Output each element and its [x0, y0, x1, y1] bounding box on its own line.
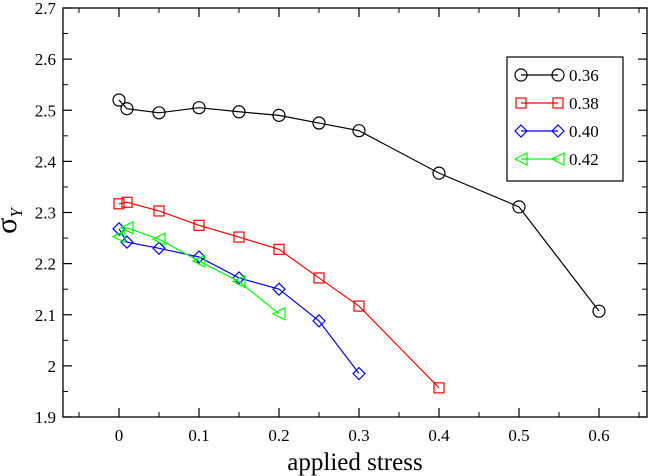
- data-point: [353, 300, 365, 312]
- data-point: [111, 229, 126, 244]
- x-tick-label: 0: [115, 426, 124, 445]
- data-point: [312, 314, 326, 328]
- x-axis-title: applied stress: [287, 449, 422, 476]
- data-point: [192, 250, 206, 264]
- data-point: [272, 282, 286, 297]
- data-point: [313, 272, 325, 284]
- data-point: [119, 220, 134, 235]
- y-tick-label: 2.7: [35, 0, 57, 18]
- data-point: [352, 124, 366, 138]
- series-line: [118, 227, 280, 315]
- data-point: [432, 166, 446, 180]
- legend-marker: [550, 152, 565, 166]
- data-point: [113, 198, 125, 210]
- data-point: [192, 101, 206, 115]
- data-point: [592, 304, 606, 318]
- series-line: [118, 201, 440, 389]
- legend-label: 0.40: [569, 122, 599, 141]
- x-tick-label: 0.4: [428, 426, 450, 445]
- y-tick-label: 2.2: [35, 255, 56, 274]
- data-point: [352, 366, 366, 381]
- y-axis-subscript: Y: [7, 207, 26, 218]
- axis-ticks: 0 0.1 0.2 0.3 0.4 0.5 0.6 1.9 2 2.1 2.2 2.3 2.4 2.5 2.…: [35, 0, 647, 445]
- data-point: [512, 200, 526, 214]
- y-axis-title: σY: [0, 207, 26, 234]
- data-point: [151, 232, 166, 247]
- legend-marker: [513, 152, 528, 166]
- legend-marker: [515, 97, 527, 109]
- y-tick-label: 2.6: [35, 50, 56, 69]
- data-point: [120, 235, 134, 250]
- x-tick-label: 0.5: [508, 426, 529, 445]
- data-point: [232, 105, 246, 119]
- series-0.40: [112, 222, 366, 381]
- y-tick-label: 1.9: [35, 408, 56, 427]
- data-point: [193, 219, 205, 231]
- series-group: [111, 93, 606, 394]
- x-tick-label: 0.2: [268, 426, 289, 445]
- legend: 0.36 0.38 0.40 0.42: [506, 56, 624, 182]
- series-0.36: [112, 93, 606, 318]
- y-tick-label: 2.3: [35, 204, 56, 223]
- series-0.42: [111, 220, 286, 321]
- data-point: [120, 102, 134, 116]
- data-point: [153, 205, 165, 217]
- y-tick-label: 2.1: [35, 306, 56, 325]
- x-tick-label: 0.6: [588, 426, 609, 445]
- legend-marker: [552, 97, 564, 109]
- legend-marker: [551, 124, 565, 138]
- data-point: [191, 254, 206, 269]
- data-point: [272, 108, 286, 122]
- data-point: [233, 231, 245, 243]
- data-point: [273, 243, 285, 255]
- x-tick-label: 0.1: [188, 426, 209, 445]
- data-point: [112, 93, 126, 107]
- data-point: [121, 196, 133, 208]
- data-point: [152, 241, 166, 256]
- legend-marker: [551, 68, 565, 82]
- data-point: [433, 382, 445, 394]
- legend-label: 0.42: [569, 150, 599, 169]
- legend-marker: [514, 124, 528, 138]
- series-0.38: [113, 196, 445, 394]
- data-point: [231, 274, 246, 289]
- y-tick-label: 2.5: [35, 101, 56, 120]
- y-axis-symbol: σ: [0, 218, 23, 234]
- legend-label: 0.38: [569, 94, 599, 113]
- data-point: [152, 106, 166, 120]
- y-tick-label: 2: [48, 357, 57, 376]
- data-point: [271, 306, 286, 321]
- series-line: [118, 99, 600, 312]
- legend-label: 0.36: [569, 66, 599, 85]
- data-point: [312, 116, 326, 130]
- x-tick-label: 0.3: [348, 426, 369, 445]
- legend-marker: [514, 68, 528, 82]
- y-tick-label: 2.4: [35, 152, 57, 171]
